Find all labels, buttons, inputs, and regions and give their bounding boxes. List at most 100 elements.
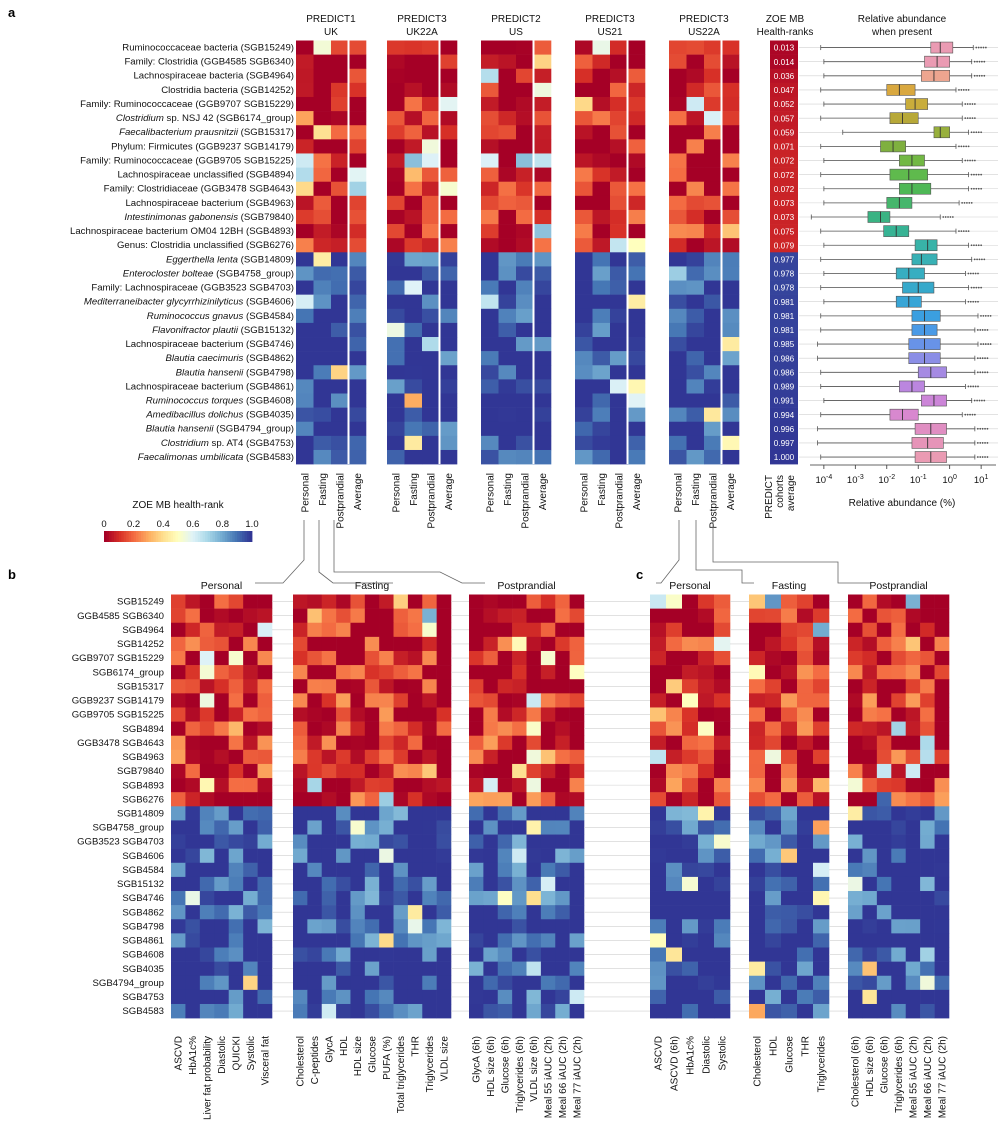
heatmap-cell-a <box>686 252 705 267</box>
heatmap-cell-c <box>666 679 683 694</box>
heatmap-cell-b <box>436 636 452 652</box>
heatmap-cell-a <box>313 308 332 324</box>
heatmap-cell-a <box>439 68 458 84</box>
heatmap-cell-c <box>813 693 830 708</box>
heatmap-cell-b <box>422 905 437 920</box>
heatmap-cell-c <box>749 608 766 624</box>
row-label-rest: (SGB4035) <box>243 410 294 421</box>
heatmap-cell-b <box>393 749 409 765</box>
heatmap-cell-c <box>797 763 814 779</box>
heatmap-cell-b <box>540 975 556 991</box>
heatmap-cell-a <box>348 153 367 168</box>
heatmap-cell-b <box>257 891 273 906</box>
column-label: Meal 77 iAUC (2h) <box>937 1036 948 1118</box>
heatmap-cell-c <box>650 947 667 962</box>
rank-value: 0.072 <box>774 185 795 194</box>
heatmap-cell-c <box>876 594 892 609</box>
heatmap-cell-a <box>592 68 611 84</box>
heatmap-cell-b <box>171 806 186 821</box>
heatmap-cell-b <box>171 707 186 722</box>
heatmap-cell-a <box>387 111 405 126</box>
heatmap-cell-b <box>469 848 484 864</box>
heatmap-cell-a <box>313 266 332 281</box>
heatmap-cell-b <box>293 707 308 722</box>
heatmap-cell-a <box>296 379 314 394</box>
heatmap-cell-a <box>387 125 405 140</box>
heatmap-cell-a <box>575 125 593 140</box>
heatmap-cell-b <box>422 665 437 680</box>
heatmap-cell-b <box>364 876 380 892</box>
heatmap-cell-a <box>669 209 687 225</box>
heatmap-cell-a <box>575 68 593 84</box>
box-outlier <box>976 442 979 444</box>
heatmap-cell-a <box>686 379 705 394</box>
heatmap-cell-b <box>185 622 201 638</box>
heatmap-cell-b <box>540 622 556 638</box>
heatmap-cell-b <box>214 665 230 680</box>
heatmap-cell-b <box>214 622 230 638</box>
heatmap-cell-b <box>436 1003 452 1019</box>
colorbar-segment <box>224 531 228 542</box>
heatmap-cell-b <box>257 792 273 807</box>
heatmap-cell-a <box>439 82 458 98</box>
heatmap-cell-a <box>610 195 628 211</box>
heatmap-cell-c <box>920 608 935 624</box>
box <box>889 112 919 124</box>
cohort-subtitle: UK <box>324 27 338 38</box>
heatmap-cell-c <box>905 665 921 680</box>
column-label: ASCVD (6h) <box>670 1036 681 1091</box>
heatmap-cell-a <box>422 181 440 197</box>
heatmap-cell-b <box>483 622 499 638</box>
rank-cell <box>770 252 798 267</box>
heatmap-cell-b <box>228 905 244 920</box>
colorbar-segment <box>111 531 115 542</box>
heatmap-cell-a <box>592 153 611 168</box>
heatmap-cell-b <box>350 905 366 920</box>
heatmap-cell-b <box>350 834 366 849</box>
heatmap-cell-b <box>321 622 337 638</box>
box-outlier <box>976 74 978 77</box>
heatmap-cell-b <box>228 721 244 736</box>
heatmap-cell-b <box>469 721 484 736</box>
heatmap-cell-b <box>555 975 570 991</box>
column-label: Meal 55 iAUC (2h) <box>544 1036 555 1118</box>
colorbar-segment <box>182 531 186 542</box>
heatmap-cell-b <box>540 806 556 821</box>
heatmap-cell-c <box>848 735 863 751</box>
row-label-b: SGB14809 <box>117 809 164 820</box>
rank-cell <box>770 337 798 352</box>
heatmap-cell-c <box>797 650 814 666</box>
heatmap-cell-b <box>436 749 452 765</box>
row-label-a: Faecalimonas umbilicata (SGB4583) <box>138 452 294 463</box>
heatmap-cell-c <box>765 636 782 652</box>
heatmap-cell-c <box>920 905 935 920</box>
heatmap-cell-a <box>387 54 405 70</box>
heatmap-cell-c <box>934 749 950 765</box>
heatmap-cell-c <box>813 679 830 694</box>
box-outlier <box>978 74 981 77</box>
heatmap-cell-b <box>214 975 230 991</box>
heatmap-cell-a <box>331 153 349 168</box>
heatmap-cell-a <box>481 224 499 239</box>
heatmap-cell-a <box>498 181 517 197</box>
colorbar-segment <box>197 531 201 542</box>
heatmap-cell-c <box>862 891 878 906</box>
heatmap-cell-a <box>592 139 611 154</box>
heatmap-cell-c <box>905 763 921 779</box>
box-outlier <box>976 399 978 402</box>
heatmap-cell-c <box>650 989 667 1005</box>
heatmap-cell-b <box>228 1003 244 1019</box>
heatmap-cell-b <box>422 1003 437 1019</box>
heatmap-cell-c <box>934 933 950 948</box>
heatmap-cell-a <box>516 40 534 55</box>
heatmap-cell-c <box>714 1003 731 1019</box>
column-label: VLDL size <box>439 1036 450 1082</box>
heatmap-cell-a <box>686 96 705 112</box>
heatmap-cell-c <box>813 636 830 652</box>
heatmap-cell-b <box>512 679 527 694</box>
row-label-rest: sp. NSJ 42 (SGB6174_group) <box>164 113 294 124</box>
heatmap-cell-c <box>682 778 699 793</box>
heatmap-cell-a <box>313 125 332 140</box>
heatmap-cell-b <box>350 961 366 977</box>
heatmap-cell-b <box>321 778 337 793</box>
